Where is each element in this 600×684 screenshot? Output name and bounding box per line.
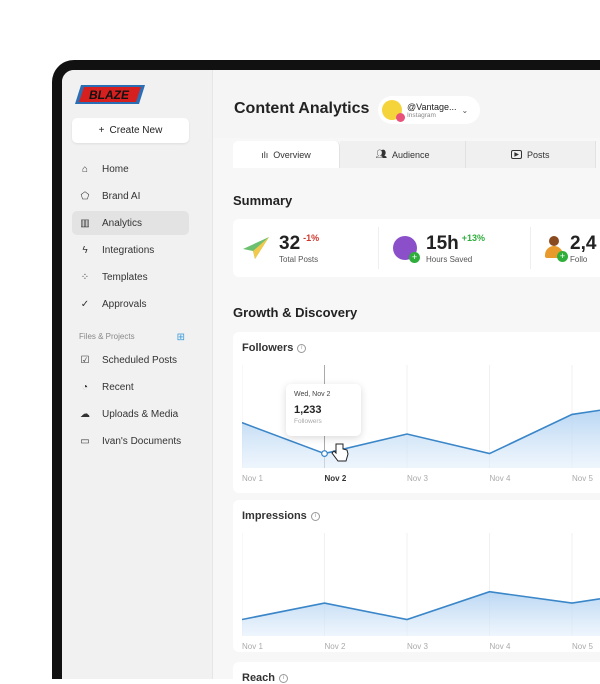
analytics-icon: ▥ (80, 217, 90, 229)
sidebar-item-scheduled-posts[interactable]: ☑ Scheduled Posts (72, 348, 189, 372)
growth-title: Growth & Discovery (233, 305, 358, 320)
paper-plane-icon (243, 237, 269, 259)
x-tick-label: Nov 5 (572, 474, 593, 483)
app-window: BLAZE + Create New ⌂ Home ⬠ Brand AI ▥ Analyti… (62, 70, 600, 684)
info-icon[interactable]: i (310, 511, 320, 521)
account-avatar (382, 100, 405, 122)
new-folder-icon[interactable]: ⊞ (176, 332, 185, 343)
hand-cursor-icon (331, 443, 349, 462)
home-icon: ⌂ (81, 163, 89, 175)
chart-tooltip: Wed, Nov 2 1,233 Followers (286, 384, 361, 436)
followers-title: Followers i (242, 342, 307, 354)
calendar-check-icon: ☑ (80, 354, 90, 366)
impressions-title: Impressions i (242, 510, 320, 522)
sidebar: BLAZE + Create New ⌂ Home ⬠ Brand AI ▥ Analyti… (62, 70, 213, 679)
check-circle-icon: ✓ (80, 298, 90, 310)
main-content: Content Analytics @Vantage... Instagram ⌄… (213, 70, 600, 684)
info-icon[interactable]: i (279, 673, 289, 683)
tab-overview[interactable]: ılı Overview (233, 141, 340, 168)
x-tick-label: Nov 5 (572, 642, 593, 650)
stat-hours-saved: + 15h +13% Hours Saved (393, 219, 485, 277)
data-point[interactable] (321, 450, 328, 457)
x-tick-label: Nov 2 (325, 642, 346, 650)
account-selector[interactable]: @Vantage... Instagram ⌄ (378, 96, 480, 124)
sidebar-item-ivan-s-documents[interactable]: ▭ Ivan's Documents (72, 429, 189, 453)
svg-text:BLAZE: BLAZE (89, 88, 130, 102)
divider (530, 227, 531, 269)
sidebar-item-uploads-media[interactable]: ☁ Uploads & Media (80, 408, 179, 420)
x-tick-label: Nov 1 (242, 642, 263, 650)
files-projects-header: Files & Projects ⊞ (79, 332, 185, 343)
instagram-icon (396, 113, 405, 122)
bar-chart-icon: ılı (261, 149, 269, 160)
series-line (242, 409, 600, 455)
divider (378, 227, 379, 269)
stat-followers: + 2,4 Follo (543, 219, 596, 277)
chevron-down-icon: ⌄ (461, 105, 469, 115)
cloud-upload-icon: ☁ (80, 408, 90, 420)
templates-icon: ⁘ (80, 271, 90, 283)
reach-card: Reach i (233, 662, 600, 684)
sidebar-item-home[interactable]: ⌂ Home (72, 157, 189, 181)
tag-icon: ⬠ (80, 190, 90, 202)
sidebar-item-analytics[interactable]: ▥ Analytics (72, 211, 189, 235)
clock-icon: + (393, 236, 420, 263)
sidebar-item-integrations[interactable]: ϟ Integrations (72, 238, 189, 262)
sidebar-item-templates[interactable]: ⁘ Templates (72, 265, 189, 289)
sidebar-item-recent[interactable]: ◔ Recent (72, 375, 189, 399)
summary-card: 32 -1% Total Posts + 15h +13% Hours Saved + … (233, 219, 600, 277)
sidebar-item-approvals[interactable]: ✓ Approvals (72, 292, 189, 316)
plus-icon: + (98, 125, 105, 136)
summary-title: Summary (233, 193, 293, 208)
x-tick-label: Nov 4 (490, 474, 511, 483)
tab-audience[interactable]: 👥︎ Audience (340, 141, 466, 168)
blaze-logo: BLAZE (75, 85, 145, 104)
header: Content Analytics @Vantage... Instagram ⌄ (213, 70, 600, 138)
posts-icon: ▶ (511, 150, 523, 159)
impressions-card: Impressions i Nov 1 Nov 2 Nov 3 Nov 4 Nov 5 (233, 500, 600, 652)
info-icon[interactable]: i (297, 343, 307, 353)
x-tick-label: Nov 3 (407, 642, 428, 650)
followers-card: Followers i Nov 1 Nov 2 Nov 3 Nov 4 Nov 5 Wed… (233, 332, 600, 493)
area-fill (242, 410, 600, 468)
create-new-button[interactable]: + Create New (72, 118, 189, 143)
reach-title: Reach i (242, 672, 289, 684)
x-tick-label: Nov 1 (242, 474, 263, 483)
x-tick-label: Nov 3 (407, 474, 428, 483)
page-title: Content Analytics (234, 100, 370, 117)
sidebar-item-brand-ai[interactable]: ⬠ Brand AI (72, 184, 189, 208)
users-icon: 👥︎ (375, 149, 387, 159)
series-line (242, 590, 600, 621)
x-tick-label: Nov 4 (490, 642, 511, 650)
tab-bar: ılı Overview 👥︎ Audience ▶ Posts (233, 141, 600, 168)
impressions-chart[interactable]: Nov 1 Nov 2 Nov 3 Nov 4 Nov 5 (242, 530, 600, 650)
lightning-icon: ϟ (82, 244, 88, 256)
stat-total-posts: 32 -1% Total Posts (243, 219, 319, 277)
person-add-icon: + (543, 236, 568, 262)
folder-icon: ▭ (80, 435, 90, 447)
folder-clock-icon: ◔ (81, 381, 89, 393)
area-fill (242, 591, 600, 636)
tab-posts[interactable]: ▶ Posts (466, 141, 596, 168)
followers-chart[interactable]: Nov 1 Nov 2 Nov 3 Nov 4 Nov 5 (242, 362, 600, 487)
x-tick-label: Nov 2 (325, 474, 347, 483)
